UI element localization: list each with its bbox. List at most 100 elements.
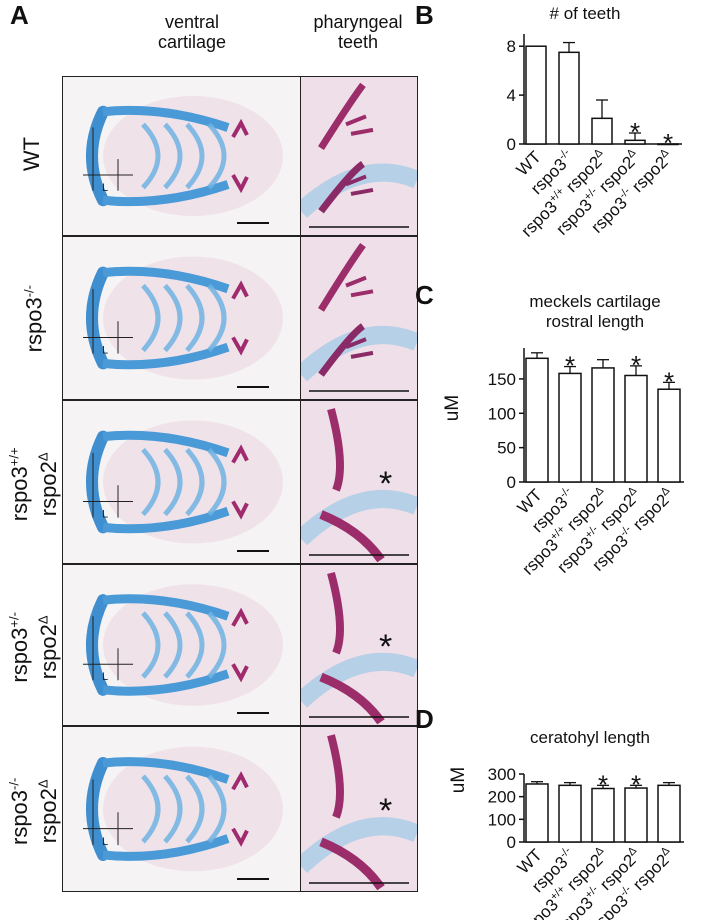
branchial-arch bbox=[163, 774, 183, 844]
ventral-cartilage-image: L bbox=[62, 400, 302, 564]
row-label: WT bbox=[19, 79, 44, 229]
pharyngeal-tooth-mark bbox=[231, 771, 249, 791]
branchial-arch bbox=[163, 122, 183, 190]
measure-label: L bbox=[102, 182, 108, 194]
bar bbox=[558, 784, 582, 843]
ceratohyal-cartilage bbox=[102, 266, 230, 294]
row-label-line: rspo3-/- bbox=[6, 777, 32, 845]
branchial-arch bbox=[185, 447, 205, 517]
pharyngeal-tooth-mark bbox=[231, 118, 249, 139]
y-tick-label: 4 bbox=[507, 86, 516, 105]
bar bbox=[657, 784, 681, 843]
branchial-arch bbox=[207, 283, 227, 353]
chart-d-title: ceratohyl length bbox=[529, 728, 651, 747]
measure-label: L bbox=[102, 836, 108, 848]
pharyngeal-tooth-mark bbox=[231, 663, 249, 683]
missing-teeth-asterisk: * bbox=[379, 465, 392, 503]
row-label: rspo3+/- rspo2Δ bbox=[3, 572, 62, 722]
bar bbox=[657, 388, 681, 483]
cartilage-region bbox=[301, 652, 417, 708]
branchial-arch bbox=[207, 122, 227, 190]
panel-a-letter: A bbox=[10, 0, 29, 30]
row-label: rspo3+/+ rspo2Δ bbox=[3, 409, 62, 559]
tooth bbox=[318, 82, 366, 150]
ceratohyal-cartilage bbox=[102, 105, 230, 132]
branchial-arch bbox=[163, 447, 183, 517]
significance-asterisk: * bbox=[631, 769, 641, 799]
branchial-arch bbox=[141, 447, 161, 517]
bar bbox=[657, 143, 679, 146]
cartilage-illustration: L bbox=[63, 77, 301, 235]
branchial-arch bbox=[141, 774, 161, 844]
significance-asterisk: * bbox=[664, 366, 674, 396]
row-label: rspo3-/- bbox=[17, 244, 46, 394]
tooth bbox=[318, 323, 366, 377]
teeth-illustration: * bbox=[301, 401, 417, 563]
cartilage-region bbox=[301, 490, 417, 546]
cartilage-illustration: L bbox=[63, 727, 301, 891]
measure-label: L bbox=[102, 509, 108, 521]
branchial-arch bbox=[185, 122, 205, 190]
tooth-remnant bbox=[327, 408, 344, 492]
cartilage-region bbox=[301, 163, 417, 218]
cartilage-illustration: L bbox=[63, 565, 301, 725]
branchial-arch bbox=[207, 774, 227, 844]
pharyngeal-tooth-mark bbox=[231, 607, 249, 627]
branchial-arch bbox=[207, 447, 227, 517]
col-header-ventral-cartilage: ventral cartilage bbox=[112, 12, 272, 52]
ventral-cartilage-image: L bbox=[62, 726, 302, 892]
ventral-cartilage-image: L bbox=[62, 76, 302, 236]
image-background bbox=[301, 77, 417, 235]
significance-asterisk: * bbox=[598, 769, 608, 799]
row-label-line: rspo3+/+ bbox=[6, 447, 32, 522]
meckels-cartilage bbox=[86, 266, 109, 370]
panel-b-letter: B bbox=[415, 0, 434, 30]
bar bbox=[525, 357, 549, 483]
tooth bbox=[318, 243, 366, 312]
significance-asterisk: * bbox=[663, 128, 673, 158]
branchial-arch bbox=[141, 283, 161, 353]
cartilage-region bbox=[301, 817, 417, 873]
significance-asterisk: * bbox=[631, 350, 641, 380]
ceratohyal-cartilage bbox=[102, 342, 230, 370]
ceratohyal-cartilage bbox=[102, 594, 230, 621]
image-background bbox=[301, 237, 417, 399]
panel-c-letter: C bbox=[415, 280, 434, 310]
row-label-line: rspo3+/- bbox=[6, 612, 32, 683]
significance-asterisk: * bbox=[565, 351, 575, 381]
tooth bbox=[345, 275, 374, 298]
teeth-illustration: * bbox=[301, 565, 417, 725]
ceratohyal-cartilage bbox=[102, 757, 230, 784]
tooth bbox=[345, 174, 374, 196]
pharyngeal-tooth-mark bbox=[231, 280, 249, 300]
branchial-arch bbox=[163, 611, 183, 679]
ceratohyal-cartilage bbox=[102, 430, 230, 458]
teeth-illustration: * bbox=[301, 727, 417, 891]
panel-d-letter: D bbox=[415, 704, 434, 734]
pharyngeal-teeth-image bbox=[300, 236, 418, 400]
bar bbox=[525, 783, 549, 843]
col-header-text: ventral cartilage bbox=[157, 12, 227, 52]
y-tick-label: 0 bbox=[507, 473, 516, 492]
chart-c-title-line: meckels cartilage bbox=[529, 292, 661, 311]
meckels-cartilage bbox=[86, 594, 109, 696]
ventral-cartilage-image: L bbox=[62, 236, 302, 400]
chart-b-title: # of teeth bbox=[549, 4, 621, 23]
meckels-cartilage bbox=[86, 757, 109, 861]
missing-teeth-asterisk: * bbox=[379, 628, 392, 666]
row-label-line: rspo2Δ bbox=[36, 452, 62, 517]
y-tick-label: 200 bbox=[488, 788, 516, 807]
row-label-line: rspo2Δ bbox=[36, 615, 62, 680]
y-tick-label: 300 bbox=[488, 765, 516, 784]
ceratohyal-cartilage bbox=[102, 506, 230, 534]
pharyngeal-tooth-mark bbox=[231, 173, 249, 194]
branchial-arch bbox=[185, 283, 205, 353]
missing-teeth-asterisk: * bbox=[379, 792, 392, 830]
pharyngeal-tooth-mark bbox=[231, 500, 249, 520]
cartilage-region bbox=[301, 326, 417, 382]
meckels-cartilage bbox=[86, 105, 109, 207]
cartilage-illustration: L bbox=[63, 237, 301, 399]
